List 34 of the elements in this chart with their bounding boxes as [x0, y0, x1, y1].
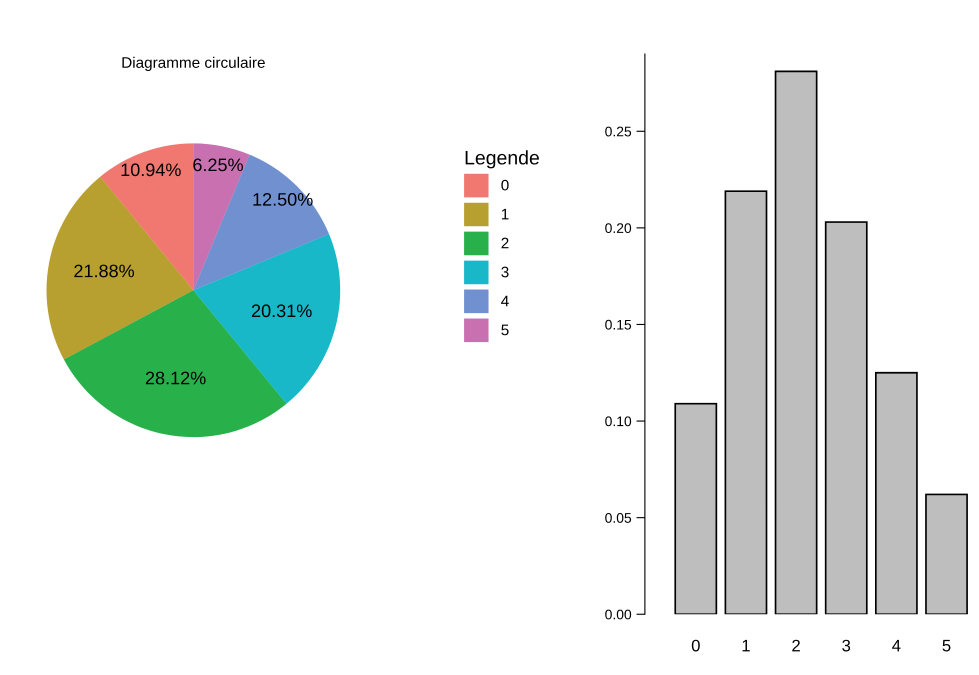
bar — [925, 494, 968, 614]
data-label: 20.31% — [252, 304, 312, 318]
bar — [674, 402, 718, 614]
y-tick-label: 0.10 — [605, 416, 632, 426]
x-tick-label: 5 — [942, 640, 950, 652]
pie-slice — [193, 154, 330, 290]
legend-label: 2 — [502, 238, 508, 248]
bar — [824, 221, 868, 614]
pie-slice — [193, 143, 250, 290]
x-tick-label: 1 — [742, 640, 750, 652]
data-label: 6.25% — [193, 158, 243, 172]
x-tick-label: 4 — [892, 640, 901, 652]
data-label: 10.94% — [122, 163, 181, 176]
legend-label: 0 — [501, 180, 509, 191]
x-tick-label: 0 — [692, 640, 700, 652]
data-label: 21.88% — [74, 264, 134, 278]
legend-label: 1 — [502, 208, 509, 220]
y-tick-label: 0.15 — [605, 320, 632, 330]
legend-label: 5 — [501, 324, 509, 336]
pie-slice — [46, 176, 194, 360]
bar — [774, 70, 818, 614]
chart-title: Diagramme circulaire — [122, 56, 265, 71]
y-tick-label: 0.00 — [605, 610, 632, 620]
bar — [724, 190, 768, 614]
legend-title: Legende — [466, 150, 539, 168]
data-label: 28.12% — [146, 372, 206, 384]
x-tick-label: 3 — [842, 640, 850, 652]
bar — [874, 372, 918, 614]
x-tick-label: 2 — [792, 640, 800, 652]
legend-label: 3 — [501, 266, 509, 278]
y-tick-label: 0.25 — [605, 126, 632, 136]
y-tick-label: 0.05 — [605, 512, 632, 523]
y-tick-label: 0.20 — [605, 223, 632, 234]
legend-label: 4 — [501, 296, 509, 306]
